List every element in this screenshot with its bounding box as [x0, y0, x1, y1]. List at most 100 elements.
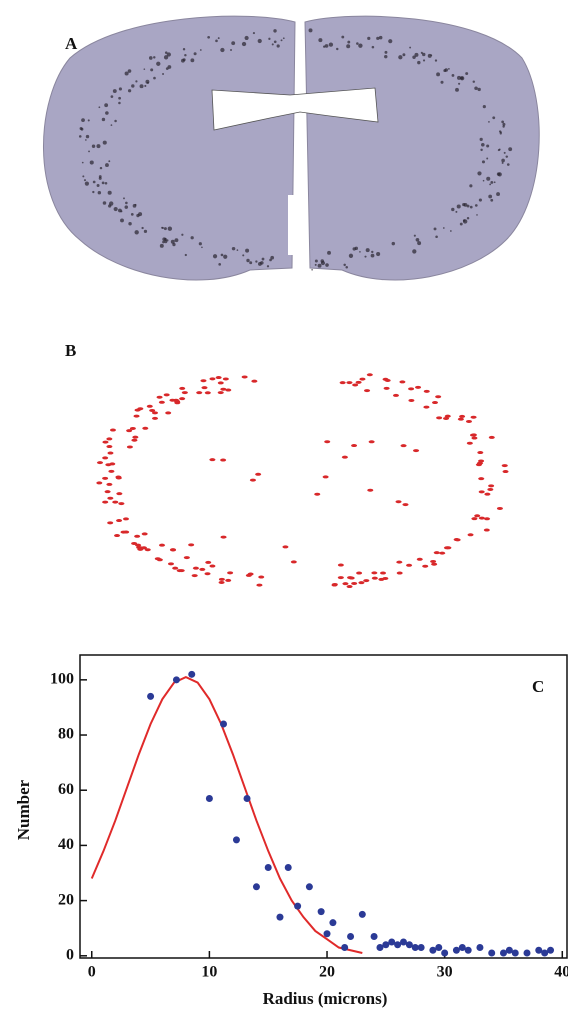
- speckle: [102, 201, 107, 205]
- cell: [416, 557, 423, 561]
- speckle: [190, 58, 195, 63]
- cell: [337, 563, 344, 567]
- speckle: [417, 60, 421, 65]
- cell: [179, 386, 186, 390]
- speckle: [486, 144, 490, 148]
- speckle: [182, 58, 186, 62]
- speckle: [131, 84, 135, 88]
- cell: [477, 451, 484, 455]
- cell: [445, 546, 452, 550]
- cell: [220, 458, 227, 462]
- speckle: [474, 86, 478, 91]
- speckle: [501, 120, 505, 124]
- panel-label: A: [65, 34, 78, 53]
- cell: [107, 496, 114, 500]
- data-point: [264, 863, 272, 871]
- speckle: [148, 56, 153, 60]
- speckle: [412, 249, 417, 254]
- cell: [413, 449, 420, 453]
- cell: [134, 408, 141, 412]
- cell: [443, 416, 450, 420]
- speckle: [164, 240, 168, 244]
- speckle: [97, 190, 102, 195]
- cell: [363, 579, 370, 583]
- speckle: [317, 263, 322, 268]
- cell: [107, 451, 114, 455]
- cell: [120, 530, 127, 534]
- speckle: [138, 212, 143, 217]
- speckle: [105, 111, 109, 115]
- speckle: [314, 263, 317, 266]
- speckle: [145, 79, 150, 84]
- speckle: [413, 234, 416, 237]
- speckle: [458, 82, 461, 85]
- y-tick-label: 0: [66, 946, 74, 963]
- speckle: [118, 87, 122, 91]
- speckle: [456, 204, 461, 209]
- speckle: [166, 52, 171, 57]
- cell: [199, 567, 206, 571]
- speckle: [193, 52, 197, 56]
- cell: [131, 541, 138, 545]
- speckle: [480, 148, 483, 152]
- cell: [220, 387, 227, 391]
- speckle: [96, 144, 101, 149]
- panel-a: A: [43, 15, 540, 281]
- data-point: [399, 938, 407, 946]
- cell: [172, 566, 179, 570]
- cell: [364, 389, 371, 393]
- speckle: [161, 226, 164, 229]
- cell: [241, 375, 248, 379]
- data-point: [441, 949, 449, 957]
- speckle: [343, 263, 346, 267]
- data-point: [417, 944, 425, 952]
- cell: [383, 386, 390, 390]
- cell: [118, 502, 125, 506]
- cell: [324, 440, 331, 444]
- speckle: [135, 80, 138, 83]
- speckle: [503, 151, 506, 154]
- cell: [106, 445, 113, 449]
- speckle: [108, 204, 112, 208]
- cell: [459, 414, 466, 418]
- cell: [352, 383, 359, 387]
- speckle: [266, 265, 270, 268]
- speckle: [271, 43, 274, 46]
- cell: [423, 405, 430, 409]
- speckle: [479, 137, 483, 142]
- cell: [465, 419, 472, 423]
- cell: [415, 385, 422, 389]
- cell: [282, 545, 289, 549]
- panel-label: B: [65, 341, 76, 360]
- cell: [188, 543, 195, 547]
- data-point: [284, 863, 292, 871]
- cell: [106, 482, 113, 486]
- cell: [402, 503, 409, 507]
- speckle: [174, 238, 179, 243]
- speckle: [163, 55, 169, 60]
- cell: [314, 492, 321, 496]
- speckle: [201, 246, 203, 249]
- data-point: [294, 902, 302, 910]
- speckle: [153, 56, 156, 59]
- speckle: [493, 181, 496, 184]
- speckle: [212, 254, 218, 259]
- data-point: [464, 946, 472, 954]
- speckle: [150, 68, 154, 72]
- speckle: [82, 175, 85, 178]
- speckle: [336, 47, 339, 51]
- cell: [501, 464, 508, 468]
- speckle: [89, 160, 94, 165]
- data-point: [511, 949, 519, 957]
- speckle: [371, 45, 375, 49]
- speckle: [477, 87, 481, 92]
- cell: [380, 571, 387, 575]
- cell: [176, 569, 183, 573]
- speckle: [492, 116, 496, 120]
- speckle: [252, 32, 255, 35]
- speckle: [231, 41, 236, 46]
- cell: [159, 543, 166, 547]
- speckle: [325, 263, 329, 267]
- speckle: [120, 218, 124, 223]
- cell: [131, 438, 138, 442]
